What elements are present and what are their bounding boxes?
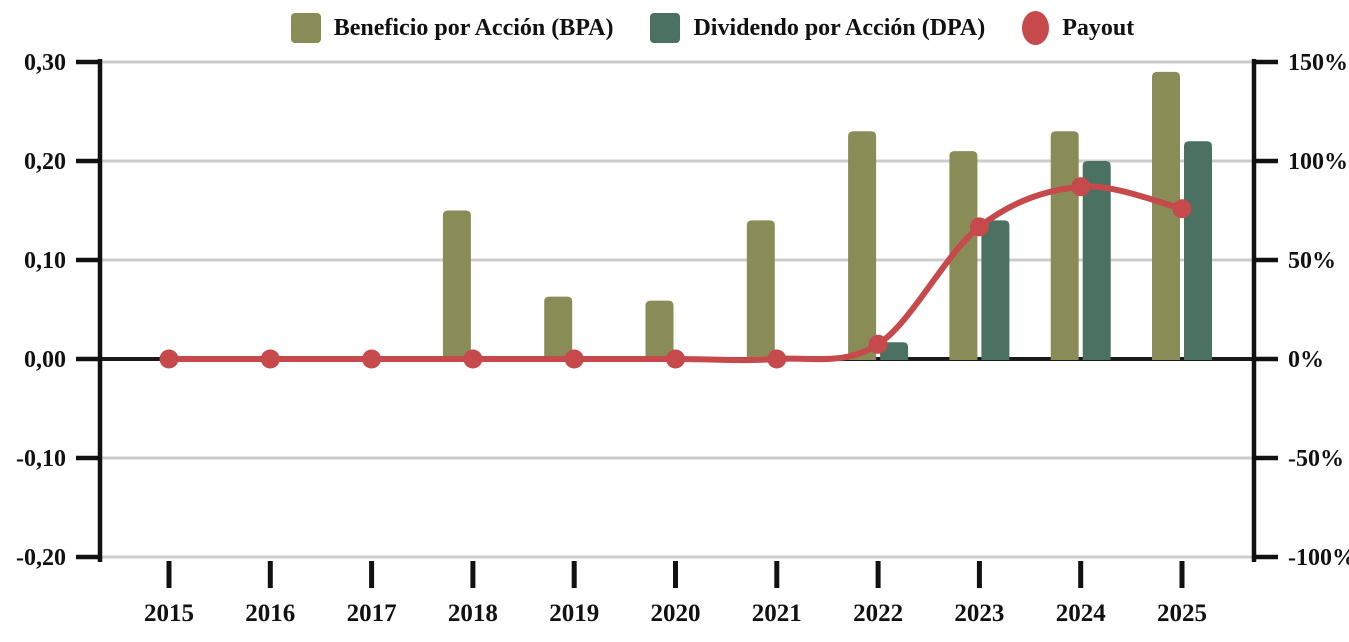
- payout-legend-label: Payout: [1062, 15, 1135, 41]
- payout-point-2021: [767, 349, 787, 369]
- x-axis-label-2015: 2015: [144, 600, 194, 627]
- payout-point-2018: [463, 349, 483, 369]
- bpa-legend-label: Beneficio por Acción (BPA): [333, 15, 614, 41]
- left-axis-label: -0,20: [16, 545, 66, 571]
- payout-point-2019: [564, 349, 584, 369]
- dpa-legend-swatch: [650, 13, 681, 43]
- legend-item-dpa: Dividendo por Acción (DPA): [650, 13, 985, 43]
- bar-dpa-2023: [981, 220, 1010, 360]
- bar-bpa-2019: [544, 296, 573, 360]
- bar-bpa-2022: [848, 131, 877, 360]
- left-axis-label: 0,00: [24, 347, 66, 373]
- legend-item-bpa: Beneficio por Acción (BPA): [290, 13, 614, 43]
- dpa-legend-label: Dividendo por Acción (DPA): [693, 15, 986, 41]
- right-axis-label: 100%: [1288, 149, 1348, 175]
- payout-point-2016: [260, 349, 280, 369]
- left-axis-label: 0,30: [24, 50, 66, 76]
- right-axis-label: 0%: [1288, 347, 1324, 373]
- left-axis-label: -0,10: [16, 446, 66, 472]
- left-axis-label: 0,10: [24, 248, 66, 274]
- x-axis-label-2021: 2021: [752, 600, 802, 627]
- x-axis-label-2023: 2023: [954, 600, 1004, 627]
- legend-item-payout: Payout: [1022, 11, 1134, 45]
- chart-legend: Beneficio por Acción (BPA) Dividendo por…: [0, 11, 1349, 45]
- x-axis-label-2018: 2018: [448, 600, 498, 627]
- right-axis-label: -50%: [1288, 446, 1344, 472]
- right-axis-label: 150%: [1288, 50, 1348, 76]
- x-axis-label-2017: 2017: [347, 600, 397, 627]
- bar-bpa-2018: [442, 210, 471, 360]
- payout-point-2022: [868, 334, 888, 354]
- payout-point-2017: [362, 349, 382, 369]
- x-axis-label-2022: 2022: [853, 600, 903, 627]
- payout-point-2025: [1172, 199, 1192, 219]
- x-axis-label-2025: 2025: [1157, 600, 1207, 627]
- x-axis-label-2024: 2024: [1056, 600, 1107, 627]
- x-axis-label-2020: 2020: [651, 600, 701, 627]
- payout-legend-swatch: [1022, 11, 1050, 45]
- bar-bpa-2020: [645, 300, 674, 360]
- bar-dpa-2025: [1184, 141, 1212, 360]
- bar-bpa-2021: [746, 220, 775, 360]
- right-axis-label: 50%: [1288, 248, 1336, 274]
- bar-dpa-2024: [1082, 161, 1111, 360]
- payout-line: [166, 183, 1185, 364]
- payout-point-2015: [159, 349, 179, 369]
- x-axis-label-2019: 2019: [549, 600, 599, 627]
- payout-point-2023: [969, 217, 989, 237]
- bar-bpa-2024: [1050, 131, 1079, 360]
- payout-point-2024: [1071, 177, 1091, 197]
- right-axis-label: -100%: [1288, 545, 1349, 571]
- bpa-legend-swatch: [290, 13, 321, 43]
- payout-point-2020: [666, 349, 685, 369]
- bar-bpa-2025: [1152, 71, 1180, 361]
- left-axis-label: 0,20: [24, 149, 66, 175]
- bar-bpa-2023: [949, 151, 978, 360]
- x-axis-label-2016: 2016: [245, 600, 295, 627]
